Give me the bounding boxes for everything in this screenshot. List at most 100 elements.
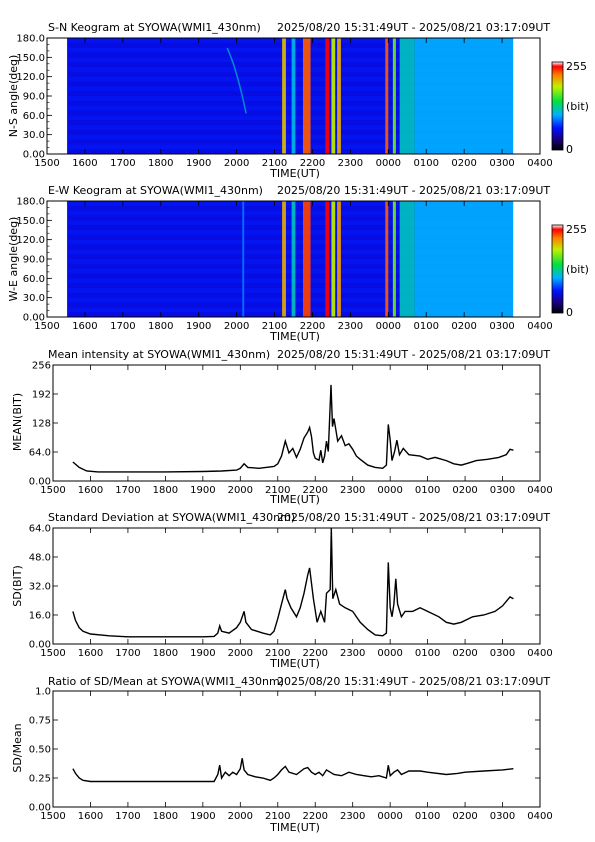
y-tick-label: 180.0 bbox=[16, 34, 45, 45]
x-tick-label: 0300 bbox=[490, 485, 515, 496]
ratio-ylabel: SD/Mean bbox=[11, 723, 24, 772]
x-tick-label: 0300 bbox=[490, 648, 515, 659]
x-tick-label: 2100 bbox=[265, 485, 290, 496]
x-tick-label: 1700 bbox=[115, 485, 140, 496]
sn-keogram-time-range: 2025/08/20 15:31:49UT - 2025/08/21 03:17… bbox=[277, 21, 550, 34]
x-tick-label: 2300 bbox=[340, 648, 365, 659]
x-tick-label: 0100 bbox=[415, 811, 440, 822]
sd-title: Standard Deviation at SYOWA(WMI1_430nm) bbox=[48, 511, 295, 524]
x-tick-label: 1700 bbox=[110, 158, 135, 169]
x-tick-label: 1800 bbox=[153, 648, 178, 659]
keogram-bright-band bbox=[331, 38, 336, 154]
keogram-row-texture bbox=[67, 115, 514, 121]
x-tick-label: 0300 bbox=[490, 811, 515, 822]
sd-xlabel: TIME(UT) bbox=[269, 657, 320, 670]
x-tick-label: 1800 bbox=[153, 485, 178, 496]
x-tick-label: 1600 bbox=[78, 485, 103, 496]
keogram-row-texture bbox=[67, 268, 514, 274]
sd-ylabel: SD(BIT) bbox=[11, 565, 24, 607]
y-tick-label: 60.0 bbox=[23, 111, 45, 122]
keogram-bright-band bbox=[399, 38, 415, 154]
x-tick-label: 0200 bbox=[451, 158, 476, 169]
keogram-row-texture bbox=[67, 297, 514, 303]
y-tick-label: 120.0 bbox=[16, 72, 45, 83]
keogram-bright-band bbox=[291, 201, 296, 317]
keogram-row-texture bbox=[67, 259, 514, 264]
keogram-bright-band bbox=[385, 201, 389, 317]
y-tick-label: 192 bbox=[32, 390, 51, 401]
keogram-bright-band bbox=[325, 201, 330, 317]
keogram-row-texture bbox=[67, 249, 514, 255]
x-tick-label: 2000 bbox=[224, 321, 249, 332]
x-tick-label: 2300 bbox=[340, 485, 365, 496]
x-tick-label: 1600 bbox=[78, 811, 103, 822]
y-tick-label: 0.75 bbox=[29, 716, 51, 727]
x-tick-label: 2100 bbox=[262, 158, 287, 169]
x-tick-label: 1500 bbox=[40, 648, 65, 659]
x-tick-label: 0400 bbox=[527, 321, 552, 332]
keogram-bright-band bbox=[414, 38, 514, 154]
y-tick-label: 0.00 bbox=[29, 803, 51, 814]
ew-keogram-title: E-W Keogram at SYOWA(WMI1_430nm) bbox=[48, 184, 263, 197]
sn-keogram-heatmap bbox=[67, 38, 514, 154]
x-tick-label: 0400 bbox=[527, 485, 552, 496]
sd-time-range: 2025/08/20 15:31:49UT - 2025/08/21 03:17… bbox=[277, 511, 550, 524]
y-tick-label: 60.0 bbox=[23, 274, 45, 285]
keogram-bright-band bbox=[392, 201, 396, 317]
keogram-row-texture bbox=[67, 38, 514, 43]
x-tick-label: 2200 bbox=[303, 648, 328, 659]
x-tick-label: 1700 bbox=[115, 648, 140, 659]
y-tick-label: 180.0 bbox=[16, 197, 45, 208]
x-tick-label: 0100 bbox=[415, 485, 440, 496]
x-tick-label: 1900 bbox=[186, 321, 211, 332]
keogram-bright-band bbox=[302, 38, 311, 154]
keogram-bright-band bbox=[302, 201, 311, 317]
x-tick-label: 1800 bbox=[148, 158, 173, 169]
y-tick-label: 90.0 bbox=[23, 92, 45, 103]
ew-keogram-panel: E-W Keogram at SYOWA(WMI1_430nm) 2025/08… bbox=[7, 184, 589, 343]
keogram-row-texture bbox=[67, 307, 514, 313]
y-tick-label: 0.25 bbox=[29, 774, 51, 785]
mean-series-line bbox=[72, 384, 514, 473]
keogram-bright-band bbox=[392, 38, 396, 154]
keogram-bright-band bbox=[337, 201, 341, 317]
x-tick-label: 1900 bbox=[190, 648, 215, 659]
keogram-row-texture bbox=[67, 239, 514, 245]
x-tick-label: 1600 bbox=[72, 158, 97, 169]
y-tick-label: 0.50 bbox=[29, 745, 51, 756]
ew-colorbar-min: 0 bbox=[566, 306, 573, 319]
keogram-bright-band bbox=[325, 38, 330, 154]
keogram-row-texture bbox=[67, 67, 514, 72]
keogram-row-texture bbox=[67, 47, 514, 53]
keogram-row-texture bbox=[67, 105, 514, 111]
keogram-faint-arc bbox=[226, 47, 247, 114]
keogram-row-texture bbox=[67, 220, 514, 226]
x-tick-label: 0100 bbox=[415, 648, 440, 659]
std-dev-panel: Standard Deviation at SYOWA(WMI1_430nm) … bbox=[11, 511, 553, 670]
sd-mean-ratio-panel: Ratio of SD/Mean at SYOWA(WMI1_430nm) 20… bbox=[11, 675, 553, 834]
x-tick-label: 0100 bbox=[414, 158, 439, 169]
y-tick-label: 0.00 bbox=[29, 477, 51, 488]
ew-colorbar-max: 255 bbox=[566, 223, 587, 236]
keogram-bright-band bbox=[399, 201, 415, 317]
ratio-title: Ratio of SD/Mean at SYOWA(WMI1_430nm) bbox=[48, 675, 284, 688]
y-tick-label: 150.0 bbox=[16, 216, 45, 227]
x-tick-label: 2000 bbox=[228, 485, 253, 496]
y-tick-label: 0.00 bbox=[29, 640, 51, 651]
x-tick-label: 2000 bbox=[228, 811, 253, 822]
mean-title: Mean intensity at SYOWA(WMI1_430nm) bbox=[48, 348, 270, 361]
keogram-row-texture bbox=[67, 96, 514, 101]
x-tick-label: 1500 bbox=[34, 158, 59, 169]
y-tick-label: 32.0 bbox=[29, 582, 51, 593]
x-tick-label: 0300 bbox=[489, 158, 514, 169]
keogram-row-texture bbox=[67, 230, 514, 235]
keogram-row-texture bbox=[67, 125, 514, 130]
x-tick-label: 2300 bbox=[340, 811, 365, 822]
x-tick-label: 0200 bbox=[452, 485, 477, 496]
keogram-row-texture bbox=[67, 144, 514, 150]
y-tick-label: 30.0 bbox=[23, 130, 45, 141]
keogram-row-texture bbox=[67, 86, 514, 92]
x-tick-label: 2200 bbox=[303, 485, 328, 496]
keogram-row-texture bbox=[67, 201, 514, 206]
